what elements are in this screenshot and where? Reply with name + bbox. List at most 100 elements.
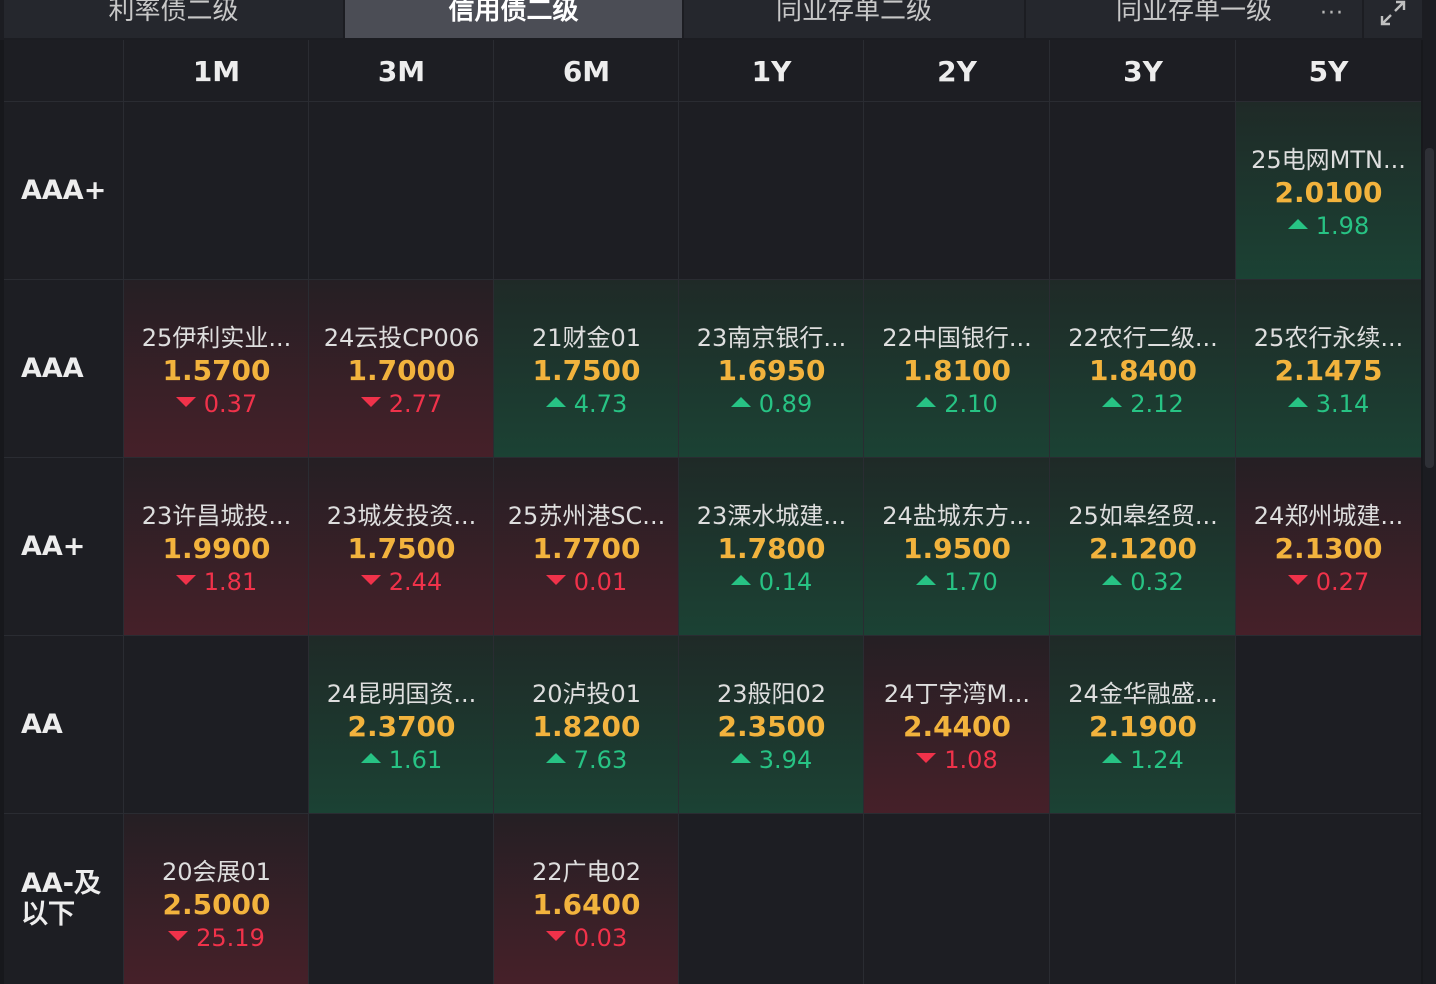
bond-cell[interactable]: 24丁字湾M... 2.4400 1.08 [864,636,1050,814]
bond-change: 0.14 [679,566,864,598]
bond-cell[interactable]: 21财金01 1.7500 4.73 [494,280,679,458]
bond-change: 1.61 [309,744,494,776]
grid-divider [493,40,494,984]
bond-cell-content: 22农行二级... 1.8400 2.12 [1050,322,1236,420]
tab-label: 同业存单二级 [775,0,932,26]
bond-cell[interactable]: 22中国银行... 1.8100 2.10 [864,280,1050,458]
bond-name: 20会展01 [161,858,272,886]
bond-change: 1.70 [864,566,1050,598]
bond-cell-content: 23许昌城投... 1.9900 1.81 [124,500,309,598]
bond-cell[interactable]: 24昆明国资... 2.3700 1.61 [309,636,494,814]
bond-change-value: 1.24 [1130,746,1184,774]
bond-yield: 2.4400 [902,710,1012,743]
bond-cell[interactable]: 23城发投资... 1.7500 2.44 [309,458,494,636]
bond-cell-content: 25苏州港SC... 1.7700 0.01 [494,500,679,598]
scrollbar[interactable] [1423,40,1436,984]
empty-cell [494,102,679,280]
bond-yield: 2.5000 [162,888,271,921]
bond-name: 25农行永续... [1253,324,1404,352]
triangle-down-icon [175,575,196,585]
triangle-up-icon [1287,397,1308,407]
bond-cell[interactable]: 25苏州港SC... 1.7700 0.01 [494,458,679,636]
bond-name: 23许昌城投... [141,502,292,530]
expand-button[interactable] [1364,0,1422,38]
rating-tenor-grid: 1M 3M 6M 1Y 2Y 3Y 5Y AAA+ 25电网MTN... 2.0100 1.98 AA… [4,40,1421,984]
bond-cell[interactable]: 24云投CP006 1.7000 2.77 [309,280,494,458]
bond-cell[interactable]: 23般阳02 2.3500 3.94 [679,636,864,814]
bond-change: 0.01 [494,566,679,598]
bond-cell[interactable]: 25如皋经贸... 2.1200 0.32 [1050,458,1236,636]
bond-name: 22中国银行... [882,324,1032,352]
bond-cell[interactable]: 24郑州城建... 2.1300 0.27 [1236,458,1421,636]
bond-cell[interactable]: 20泸投01 1.8200 7.63 [494,636,679,814]
triangle-down-icon [360,397,381,407]
triangle-down-icon [545,931,566,941]
bond-cell[interactable]: 25农行永续... 2.1475 3.14 [1236,280,1421,458]
row-header-rating: AAA+ [4,102,124,280]
triangle-up-icon [916,397,937,407]
bond-cell[interactable]: 22广电02 1.6400 0.03 [494,814,679,984]
tab-rate-bond-secondary[interactable]: 利率债二级 [4,0,343,38]
triangle-up-icon [360,753,381,763]
bond-cell-content: 24盐城东方... 1.9500 1.70 [864,500,1050,598]
empty-cell [309,102,494,280]
bond-yield: 1.8100 [902,354,1012,387]
scrollbar-thumb[interactable] [1425,148,1434,468]
grid-divider [4,635,1421,636]
tab-ncd-primary[interactable]: 同业存单一级 [1026,0,1362,38]
bond-name: 21财金01 [531,324,642,352]
bond-cell[interactable]: 23许昌城投... 1.9900 1.81 [124,458,309,636]
bond-change: 1.98 [1236,210,1421,242]
bond-change-value: 0.89 [758,390,813,418]
bond-cell[interactable]: 23南京银行... 1.6950 0.89 [679,280,864,458]
bond-change-value: 2.10 [944,390,998,418]
bond-cell-content: 25电网MTN... 2.0100 1.98 [1236,144,1421,242]
rating-label: AAA+ [21,175,107,207]
more-horizontal-icon[interactable]: ··· [1320,0,1344,26]
bond-name: 23城发投资... [326,502,477,530]
bond-change-value: 1.08 [944,746,998,774]
bond-yield: 2.1300 [1274,532,1383,565]
grid-divider [308,40,309,984]
bond-name: 24金华融盛... [1068,680,1218,708]
row-header-rating: AA+ [4,458,124,636]
bond-change: 0.37 [124,388,309,420]
bond-cell[interactable]: 22农行二级... 1.8400 2.12 [1050,280,1236,458]
triangle-up-icon [545,753,566,763]
bond-cell[interactable]: 23溧水城建... 1.7800 0.14 [679,458,864,636]
bond-change-value: 0.32 [1130,568,1184,596]
bond-cell[interactable]: 24盐城东方... 1.9500 1.70 [864,458,1050,636]
triangle-down-icon [168,931,189,941]
tab-credit-bond-secondary[interactable]: 信用债二级 [345,0,682,38]
triangle-up-icon [545,397,566,407]
bond-yield: 2.0100 [1274,176,1383,209]
empty-cell [309,814,494,984]
triangle-up-icon [730,575,751,585]
bond-yield: 1.5700 [162,354,271,387]
bond-name: 24丁字湾M... [883,680,1031,708]
bond-cell[interactable]: 25电网MTN... 2.0100 1.98 [1236,102,1421,280]
bond-name: 23南京银行... [696,324,847,352]
bond-cell-content: 22中国银行... 1.8100 2.10 [864,322,1050,420]
row-header-rating: AA [4,636,124,814]
empty-cell [679,814,864,984]
bond-yield: 2.3700 [347,710,456,743]
rating-label: AA [21,709,63,741]
row-header-rating: AA-及 以下 [4,814,124,984]
bond-change-value: 1.81 [203,568,258,596]
bond-yield: 1.8200 [532,710,641,743]
bond-cell-content: 23溧水城建... 1.7800 0.14 [679,500,864,598]
rating-label-line: AA-及 [21,867,101,899]
grid-divider [4,279,1421,280]
bond-cell[interactable]: 20会展01 2.5000 25.19 [124,814,309,984]
bond-cell[interactable]: 24金华融盛... 2.1900 1.24 [1050,636,1236,814]
bond-change-value: 1.98 [1315,212,1370,240]
bond-yield: 2.3500 [717,710,826,743]
bond-cell[interactable]: 25伊利实业... 1.5700 0.37 [124,280,309,458]
tab-ncd-secondary[interactable]: 同业存单二级 [684,0,1024,38]
column-header-2y: 2Y [937,54,977,88]
empty-cell [1236,814,1421,984]
triangle-down-icon [360,575,381,585]
expand-icon [1380,0,1406,26]
bond-name: 25苏州港SC... [507,502,666,530]
